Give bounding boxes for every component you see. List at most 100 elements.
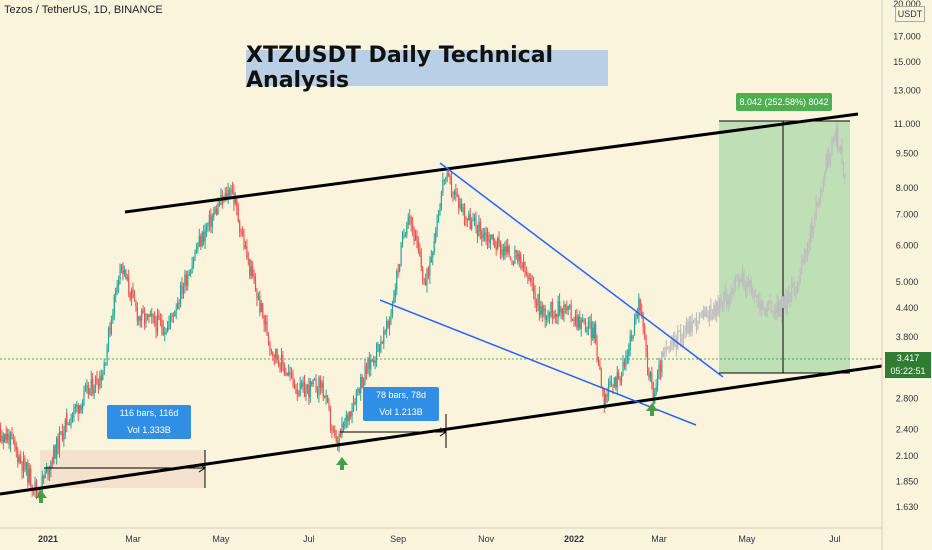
candle-body — [14, 439, 16, 447]
candle-body — [293, 380, 296, 389]
candle-body — [720, 298, 722, 305]
candle-body — [354, 402, 356, 405]
candle-body — [286, 373, 288, 376]
candle-body — [541, 305, 543, 315]
candle-body — [20, 456, 22, 462]
candle-body — [558, 301, 561, 313]
candle-body — [680, 330, 682, 343]
range2-tooltip: 78 bars, 78d Vol 1.213B — [363, 387, 439, 421]
candle-body — [704, 307, 706, 317]
candle-body — [263, 315, 265, 325]
candle-body — [646, 350, 649, 368]
candle-body — [203, 232, 205, 242]
candle-body — [625, 358, 627, 366]
candle-body — [514, 250, 516, 264]
candle-body — [498, 237, 500, 243]
chart-title: XTZUSDT Daily Technical Analysis — [246, 43, 608, 93]
candle-body — [391, 303, 394, 315]
candle-body — [334, 429, 336, 436]
range2-bars: 78 bars, 78d — [375, 390, 427, 400]
candle-body — [509, 257, 512, 260]
candle-body — [628, 350, 630, 356]
candle-body — [4, 433, 6, 443]
candle-body — [250, 266, 252, 276]
candle-body — [208, 214, 211, 225]
candle-body — [837, 128, 839, 149]
x-tick-label: Mar — [125, 534, 141, 544]
candle-body — [15, 446, 17, 450]
candle-body — [31, 485, 33, 490]
candle-body — [471, 221, 473, 229]
candle-body — [671, 337, 673, 343]
candle-body — [103, 363, 105, 375]
candle-body — [350, 411, 352, 417]
candle-body — [537, 294, 539, 306]
candle-body — [135, 300, 137, 307]
candle-body — [714, 305, 716, 317]
candle-body — [367, 358, 369, 374]
channel-upper-line — [124, 112, 859, 214]
candle-body — [276, 349, 278, 360]
candle-body — [819, 188, 822, 204]
candle-body — [456, 194, 458, 197]
candle-body — [394, 289, 396, 298]
candle-body — [818, 203, 820, 206]
symbol-title: Tezos / TetherUS, 1D, BINANCE — [4, 4, 163, 16]
candle-body — [54, 446, 56, 459]
candle-body — [622, 362, 624, 373]
candle-body — [113, 295, 115, 316]
candle-body — [282, 355, 284, 365]
candle-body — [179, 284, 182, 304]
candle-body — [717, 301, 719, 314]
candle-body — [808, 243, 810, 249]
candle-body — [126, 277, 128, 280]
price-axis[interactable] — [882, 0, 932, 550]
candle-body — [437, 214, 440, 221]
candle-body — [760, 301, 762, 310]
y-tick-label: 20.000 — [893, 0, 921, 9]
candle-body — [188, 273, 190, 276]
candle-body — [329, 408, 332, 427]
candle-body — [453, 191, 455, 195]
candle-body — [399, 264, 401, 272]
candle-body — [786, 297, 788, 309]
candle-body — [332, 429, 334, 431]
candle-body — [115, 287, 117, 296]
candle-body — [427, 269, 430, 277]
candle-body — [484, 232, 486, 235]
candle-body — [486, 234, 489, 241]
candle-body — [546, 317, 548, 320]
candle-body — [554, 313, 556, 318]
candle-body — [655, 385, 657, 394]
candle-body — [517, 251, 519, 262]
candle-body — [236, 198, 238, 208]
candle-body — [192, 259, 195, 265]
candle-body — [548, 312, 551, 317]
candle-body — [734, 278, 737, 287]
candle-body — [769, 300, 771, 302]
candle-body — [411, 224, 414, 229]
candle-body — [66, 413, 68, 425]
candle-body — [713, 305, 715, 317]
candle-body — [821, 188, 823, 190]
candle-body — [744, 285, 747, 291]
candle-body — [424, 280, 427, 285]
candle-body — [213, 213, 215, 217]
candle-body — [667, 347, 669, 350]
candle-body — [109, 327, 111, 334]
candle-body — [740, 278, 742, 282]
candle-body — [504, 246, 506, 256]
candle-body — [551, 302, 553, 317]
candle-body — [520, 257, 522, 264]
candle-body — [328, 401, 330, 409]
last-price-tag[interactable]: 3.417 05:22:51 — [885, 352, 931, 378]
candle-body — [226, 193, 228, 199]
currency-badge[interactable]: USDT — [895, 6, 925, 22]
candle-body — [636, 313, 639, 317]
candle-body — [129, 292, 131, 299]
candle-body — [404, 234, 406, 236]
candle-body — [125, 269, 127, 280]
candle-body — [828, 153, 830, 165]
